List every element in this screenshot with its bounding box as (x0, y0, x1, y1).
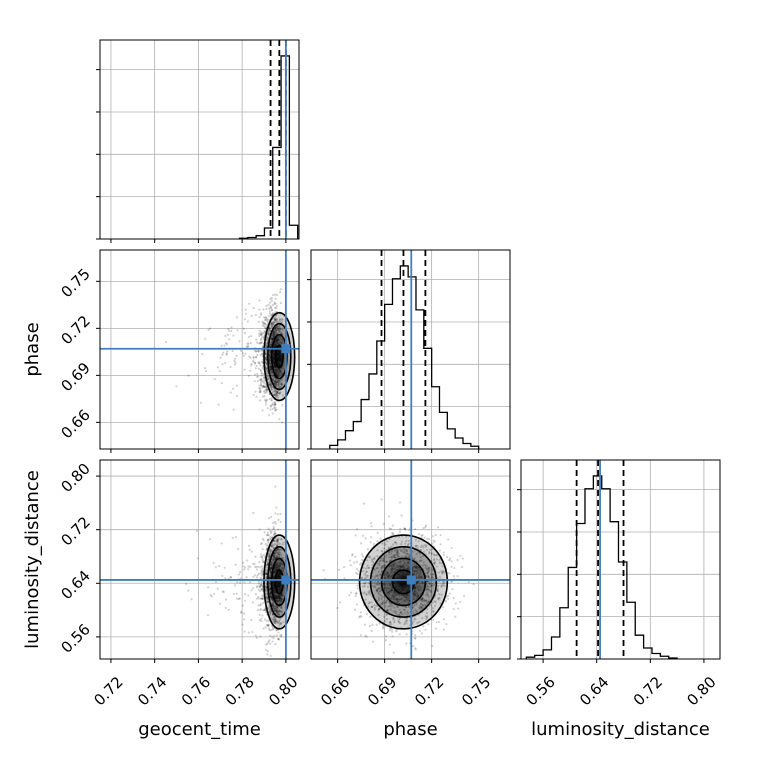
x-tick-label-luminosity_distance: 0.80 (683, 673, 719, 709)
contour-line (358, 534, 449, 630)
y-axis-label-phase: phase (22, 322, 43, 376)
x-tick-label-phase: 0.69 (364, 673, 400, 709)
panel-geocent_time-hist (96, 39, 300, 243)
y-tick-label-phase: 0.75 (57, 265, 93, 301)
y-tick-label-luminosity_distance: 0.72 (57, 513, 93, 549)
panel-geocent_time-vs-phase: 0.66 0.69 0.72 0.75 (57, 249, 300, 453)
histogram-geocent_time (238, 55, 299, 239)
contour-line (267, 545, 292, 618)
contour-line (263, 311, 296, 402)
x-tick-label-geocent_time: 0.78 (222, 673, 258, 709)
x-axis-label-geocent_time: geocent_time (138, 719, 261, 740)
truth-marker (281, 344, 291, 354)
contour-line (267, 322, 292, 391)
contour-line (263, 534, 296, 630)
contour-line (270, 333, 288, 380)
x-tick-label-luminosity_distance: 0.64 (576, 673, 612, 709)
panel-frame (310, 249, 511, 450)
histogram-luminosity_distance (525, 475, 678, 659)
x-tick-label-luminosity_distance: 0.56 (523, 673, 559, 709)
x-tick-label-phase: 0.75 (458, 673, 494, 709)
panel-luminosity_distance-hist: 0.56 0.64 0.72 0.80 (517, 459, 721, 709)
panel-frame (99, 249, 300, 450)
panel-frame (310, 459, 511, 660)
panel-frame (520, 459, 721, 660)
truth-marker (281, 575, 291, 585)
truth-marker (406, 575, 416, 585)
panel-frame (99, 39, 300, 240)
panel-phase-hist (307, 249, 511, 453)
x-tick-label-luminosity_distance: 0.72 (630, 673, 666, 709)
y-tick-label-phase: 0.69 (57, 359, 93, 395)
y-tick-label-phase: 0.66 (57, 406, 93, 442)
y-tick-label-luminosity_distance: 0.64 (57, 567, 93, 603)
x-tick-label-phase: 0.72 (411, 673, 447, 709)
x-tick-label-geocent_time: 0.72 (90, 673, 126, 709)
contour-line (274, 344, 284, 369)
y-axis-label-luminosity_distance: luminosity_distance (22, 470, 43, 649)
panel-phase-vs-luminosity_distance: 0.66 0.69 0.72 0.75 (310, 459, 511, 709)
y-tick-label-luminosity_distance: 0.80 (57, 460, 93, 496)
x-axis-label-phase: phase (383, 719, 437, 740)
x-axis-label-luminosity_distance: luminosity_distance (531, 719, 710, 740)
x-tick-label-geocent_time: 0.76 (178, 673, 214, 709)
x-tick-label-geocent_time: 0.80 (265, 673, 301, 709)
y-tick-label-phase: 0.72 (57, 312, 93, 348)
y-tick-label-luminosity_distance: 0.56 (57, 620, 93, 656)
contour-line (380, 557, 427, 607)
panel-frame (99, 459, 300, 660)
contour-line (369, 545, 438, 618)
panel-geocent_time-vs-luminosity_distance: 0.72 0.74 0.76 0.78 0.800.560.640.720.80 (57, 459, 302, 709)
x-tick-label-phase: 0.66 (317, 673, 353, 709)
x-tick-label-geocent_time: 0.74 (134, 673, 170, 709)
